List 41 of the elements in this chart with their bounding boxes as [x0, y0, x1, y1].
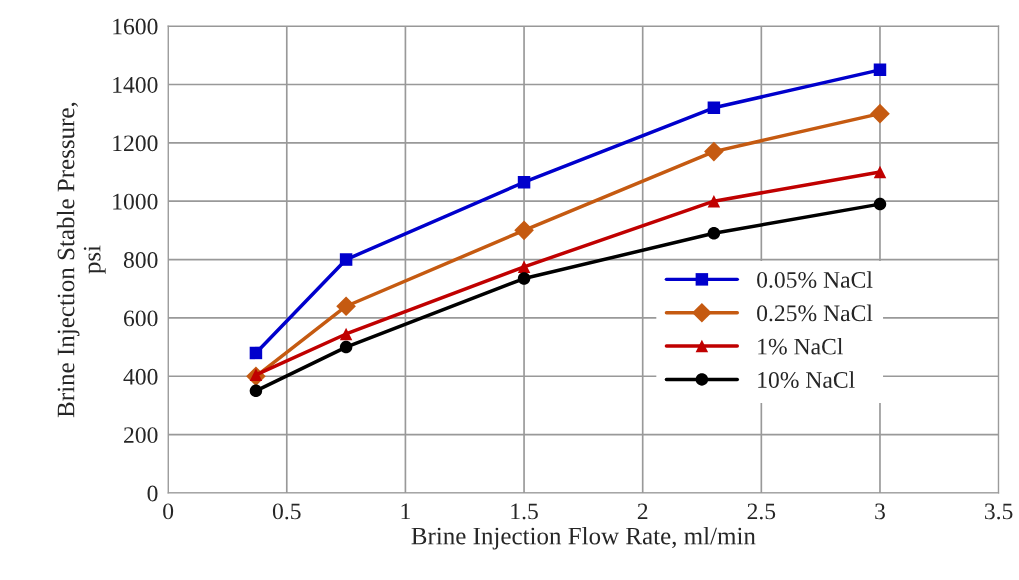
y-tick-label: 1400 — [113, 76, 158, 93]
legend-label: 10% NaCl — [758, 371, 855, 389]
y-tick-label: 800 — [123, 252, 158, 268]
x-tick-label: 3.5 — [984, 503, 1013, 520]
y-tick-label: 1600 — [113, 18, 158, 35]
point — [339, 253, 353, 266]
y-tick-label: 0 — [147, 485, 158, 502]
point — [514, 220, 534, 241]
point — [339, 327, 353, 341]
point — [249, 384, 263, 398]
y-tick-label: 600 — [124, 310, 158, 327]
point — [873, 165, 887, 179]
y-axis-title: Brine Injection Stable Pressure, psi — [56, 102, 106, 418]
x-tick-label: 3 — [875, 503, 885, 520]
point — [517, 175, 531, 189]
point — [517, 260, 531, 274]
x-tick-label: 0.5 — [272, 503, 301, 520]
point — [873, 63, 887, 77]
point — [339, 340, 353, 354]
point — [707, 227, 721, 240]
x-tick-label: 1.5 — [511, 503, 538, 520]
y-tick-label: 1000 — [113, 193, 158, 210]
point — [704, 141, 724, 162]
y-tick-label: 400 — [123, 368, 158, 385]
point — [517, 272, 531, 285]
y-tick-label: 200 — [124, 427, 158, 444]
point — [336, 296, 356, 317]
x-tick-label: 0 — [163, 503, 174, 520]
legend-label: 0.05% NaCl — [757, 271, 873, 288]
legend-label: 1% NaCl — [758, 337, 843, 355]
point — [873, 197, 887, 211]
legend-label: 0.25% NaCl — [757, 304, 873, 322]
point — [870, 103, 890, 124]
y-tick-label: 1200 — [113, 135, 158, 152]
x-tick-label: 2.5 — [747, 503, 776, 520]
point — [249, 346, 263, 360]
x-axis-title: Brine Injection Flow Rate, ml/min — [411, 526, 756, 550]
x-tick-label: 1 — [401, 503, 410, 520]
point — [707, 194, 721, 208]
point — [707, 101, 721, 115]
x-tick-label: 2 — [637, 503, 648, 520]
